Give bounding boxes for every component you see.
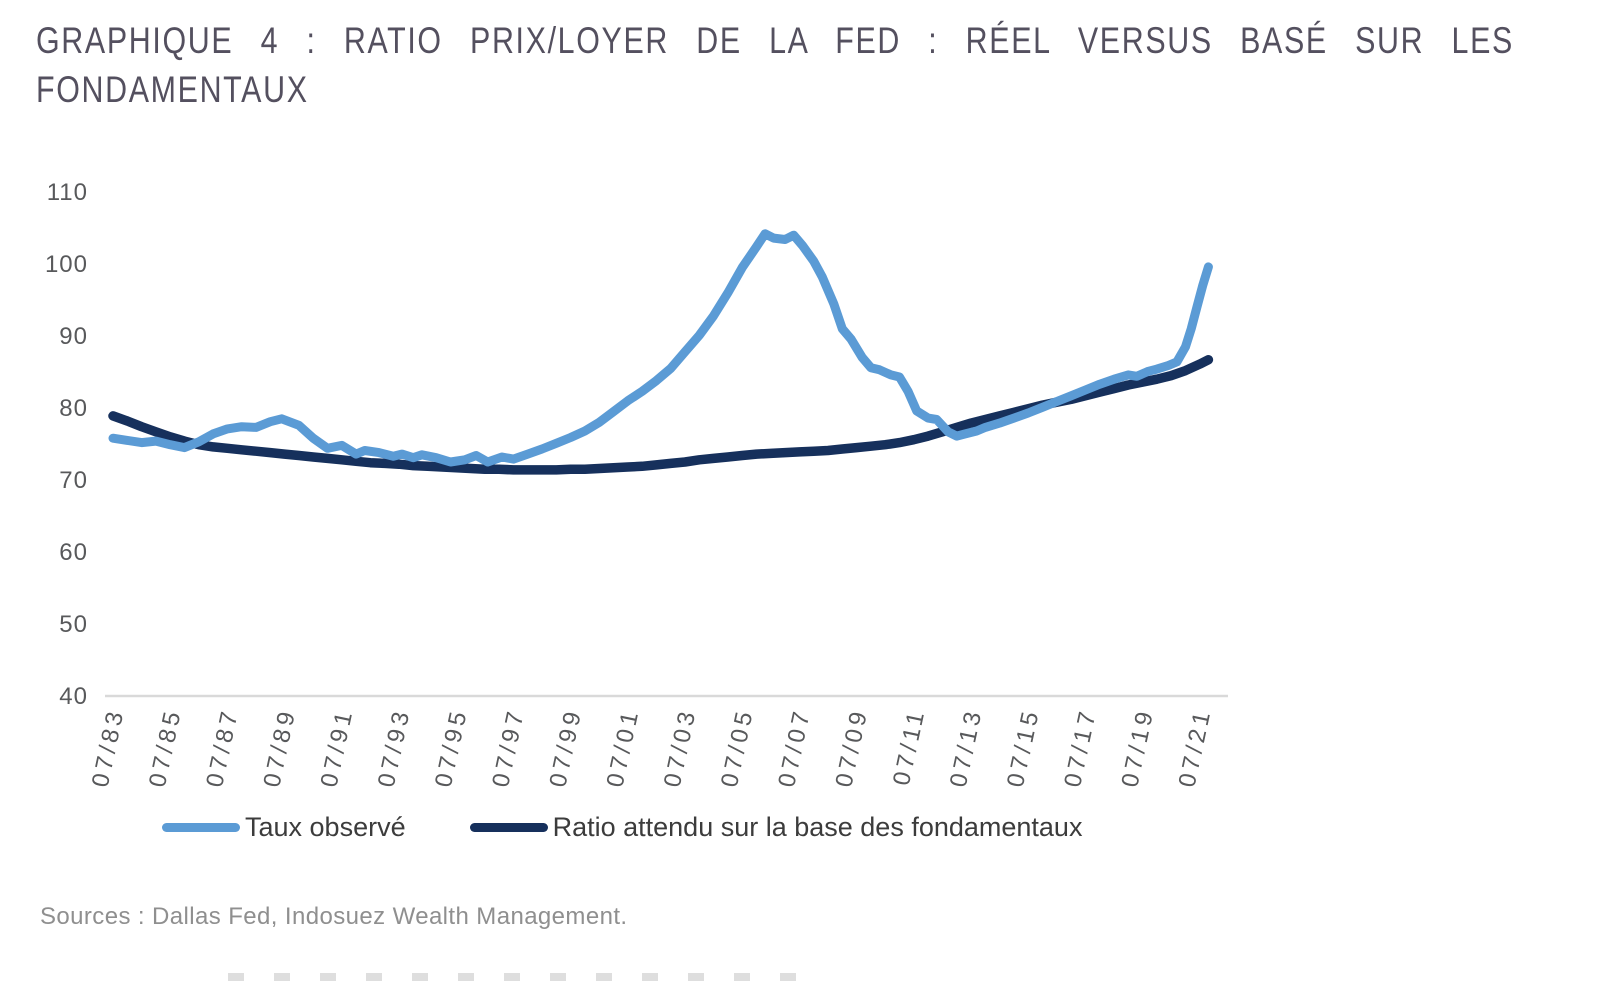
x-tick-label: 07/17 <box>1059 706 1102 790</box>
chart-title-line2: FONDAMENTAUX <box>36 69 309 110</box>
x-tick-label: 07/83 <box>87 706 130 790</box>
y-tick-label: 40 <box>59 683 88 710</box>
x-tick-label: 07/15 <box>1002 706 1045 790</box>
taux-observe-legend-label: Taux observé <box>245 811 406 842</box>
chart-title: GRAPHIQUE 4 : RATIO PRIX/LOYER DE LA FED… <box>36 16 1514 114</box>
x-tick-label: 07/05 <box>716 706 759 790</box>
taux-observe-legend-swatch <box>162 822 240 832</box>
x-tick-label: 07/91 <box>316 706 359 790</box>
ratio-attendu-legend-label: Ratio attendu sur la base des fondamenta… <box>552 811 1083 842</box>
x-tick-label: 07/89 <box>258 706 301 790</box>
cut-off-text-line <box>228 973 813 981</box>
source-note: Sources : Dallas Fed, Indosuez Wealth Ma… <box>40 903 628 930</box>
y-tick-label: 100 <box>45 251 88 278</box>
y-axis-tick-labels: 110 100 90 80 70 60 50 40 <box>45 179 88 710</box>
x-axis-tick-labels: 07/83 07/85 07/87 07/89 07/91 07/93 07/95 07/97… <box>87 706 1217 790</box>
ratio-attendu-legend-swatch <box>469 822 548 832</box>
x-tick-label: 07/99 <box>544 706 587 790</box>
x-tick-label: 07/85 <box>144 706 187 790</box>
y-tick-label: 70 <box>59 467 88 494</box>
x-tick-label: 07/19 <box>1116 706 1159 790</box>
x-tick-label: 07/93 <box>373 706 416 790</box>
x-tick-label: 07/09 <box>830 706 873 790</box>
chart-title-line1: GRAPHIQUE 4 : RATIO PRIX/LOYER DE LA FED… <box>36 20 1514 61</box>
y-tick-label: 110 <box>47 179 88 206</box>
y-tick-label: 50 <box>59 611 88 638</box>
x-tick-label: 07/97 <box>487 706 530 790</box>
x-tick-label: 07/95 <box>430 706 473 790</box>
x-tick-label: 07/07 <box>773 706 816 790</box>
x-tick-label: 07/87 <box>201 706 244 790</box>
y-tick-label: 80 <box>59 395 88 422</box>
x-tick-label: 07/21 <box>1174 706 1217 790</box>
y-tick-label: 90 <box>59 323 88 350</box>
x-tick-label: 07/01 <box>602 706 645 790</box>
chart-legend: Taux observé Ratio attendu sur la base d… <box>162 810 1082 844</box>
x-tick-label: 07/13 <box>945 706 988 790</box>
x-tick-label: 07/03 <box>659 706 702 790</box>
series-taux-observe-line <box>108 229 1213 467</box>
y-tick-label: 60 <box>59 539 88 566</box>
x-tick-label: 07/11 <box>888 706 931 788</box>
